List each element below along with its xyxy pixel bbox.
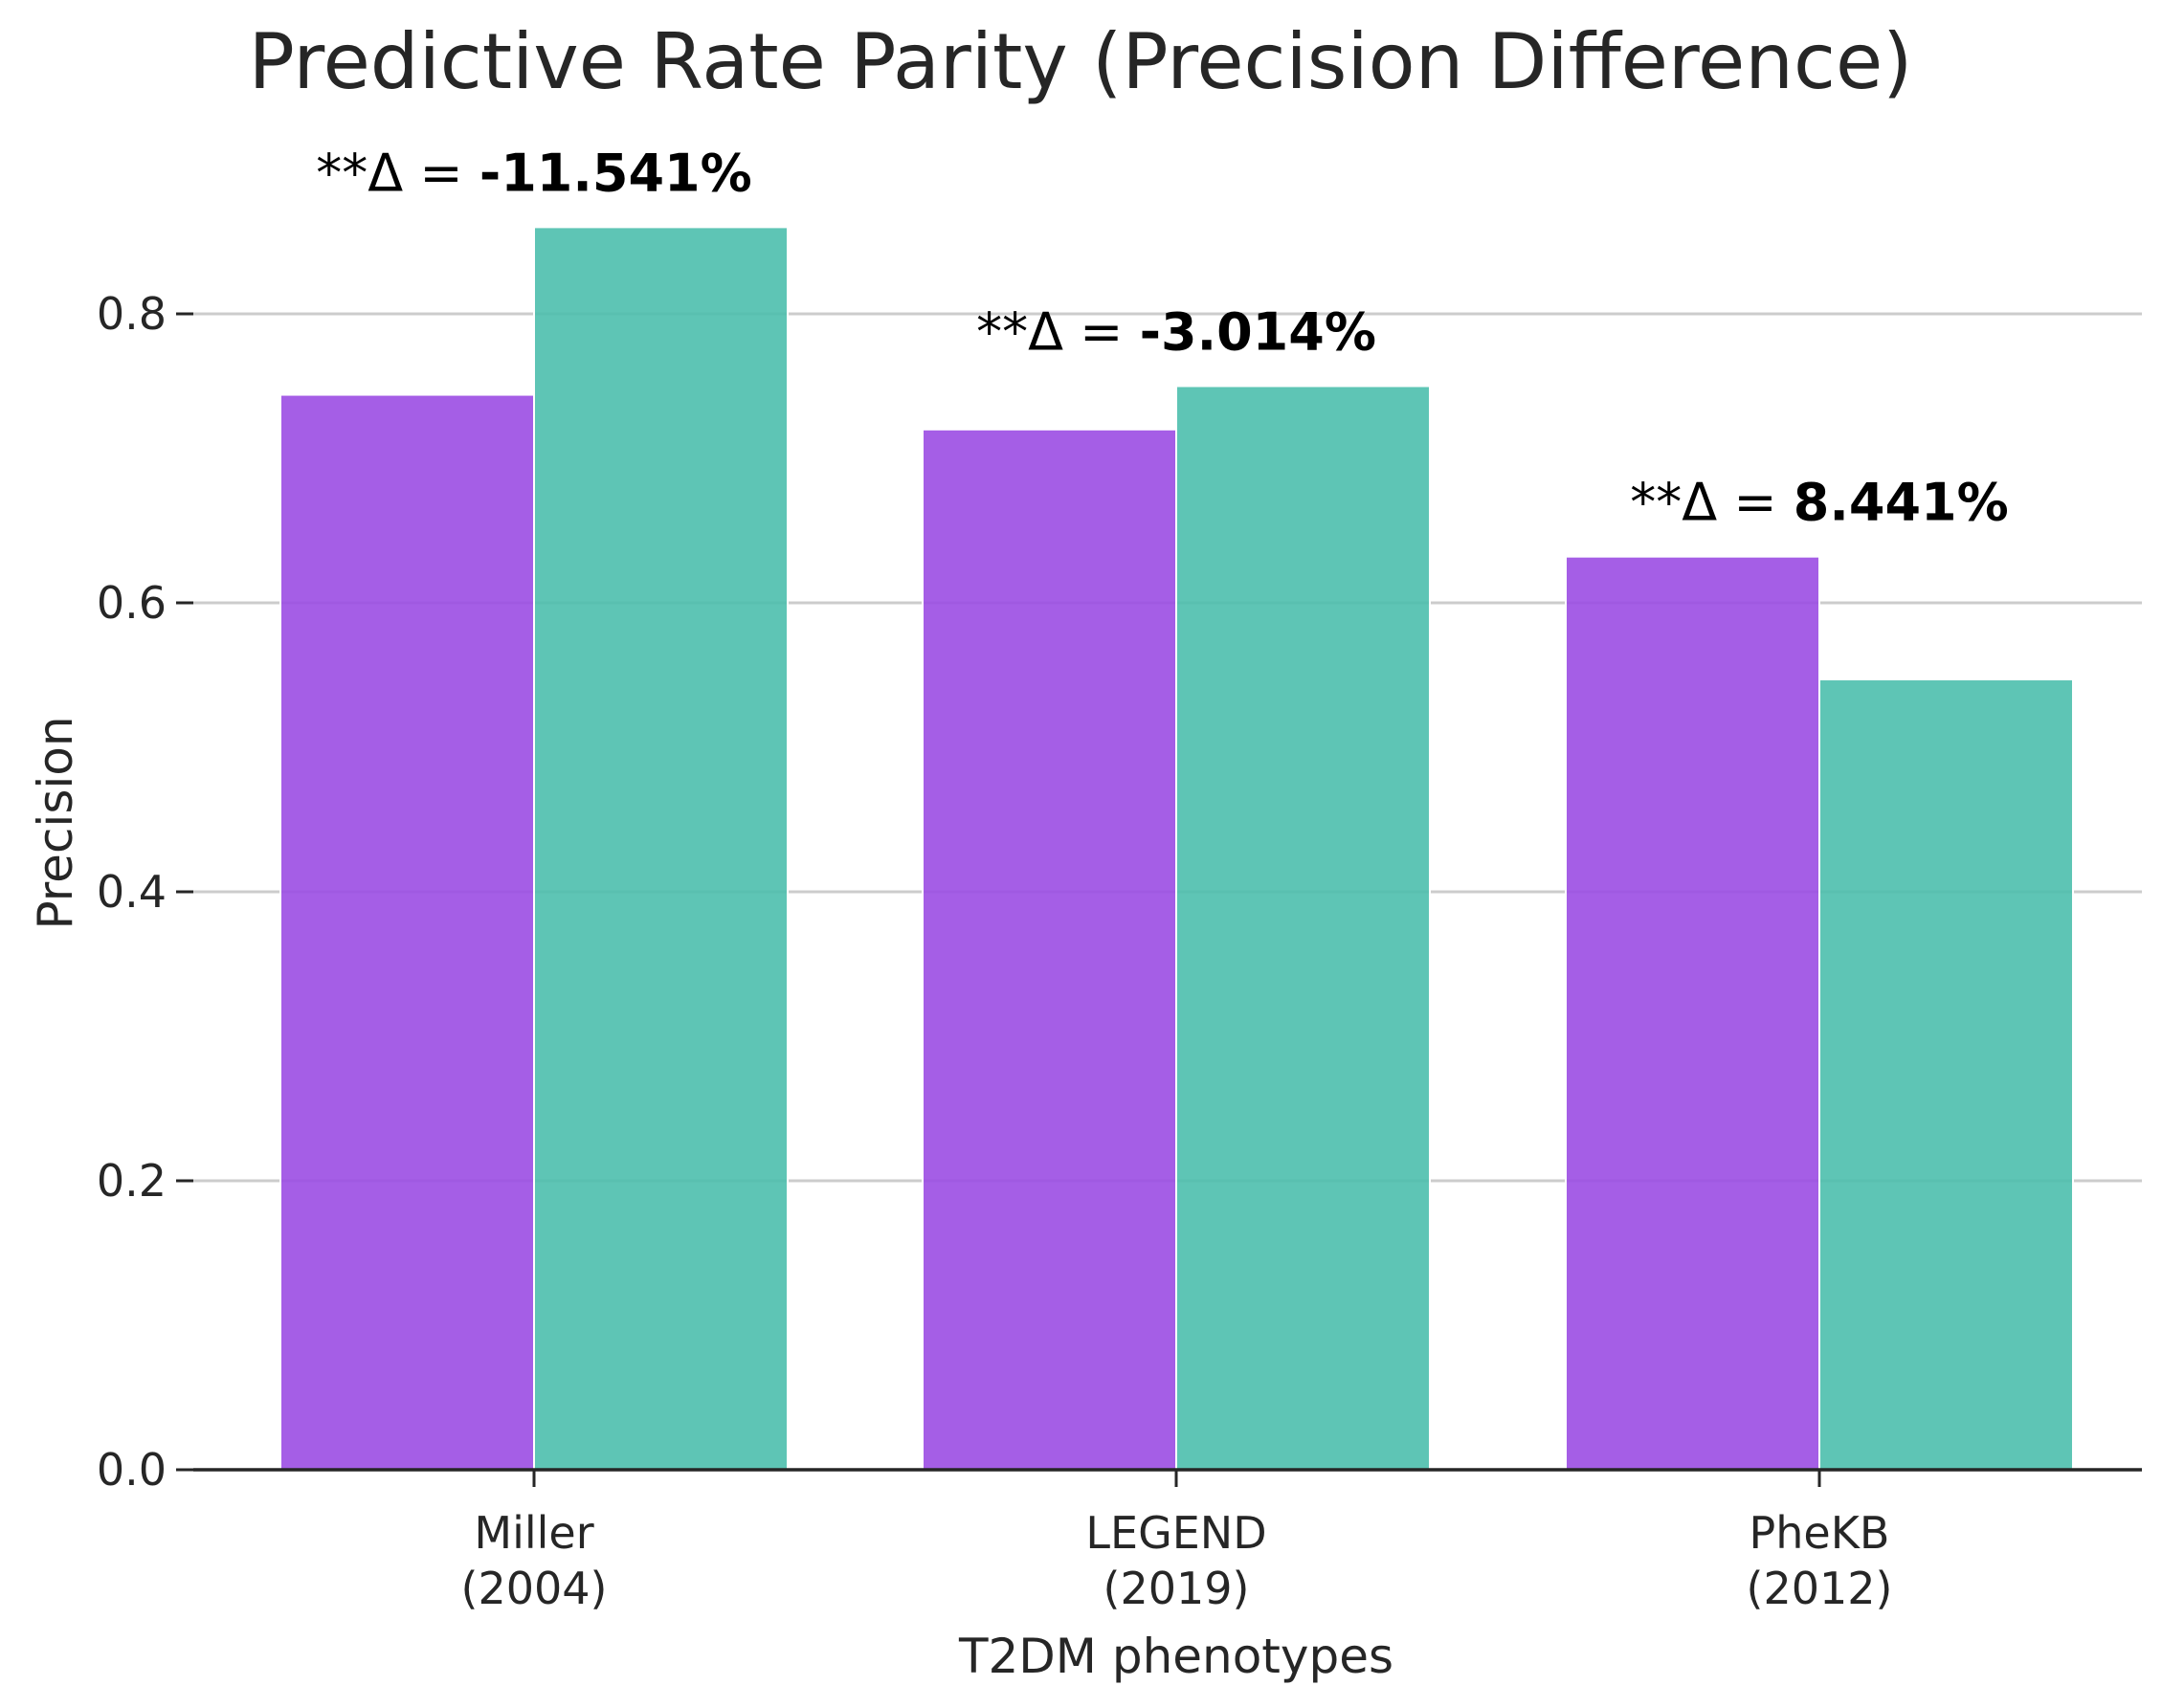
bar-series-2-2 (1818, 678, 2074, 1471)
axes: 0.0 0.2 0.4 0.6 0.8 Miller(2004) LEGEND(2019) P… (97, 288, 2142, 1614)
bar-series-1-0 (279, 393, 535, 1471)
delta-annotation: **Δ = -11.541% (316, 143, 751, 203)
chart-title: Predictive Rate Parity (Precision Differ… (249, 17, 1913, 106)
bar-series-2-0 (533, 226, 789, 1471)
delta-value: -11.541% (479, 143, 752, 203)
delta-annotation: **Δ = 8.441% (1630, 473, 2008, 533)
x-tick-label: PheKB (1750, 1507, 1890, 1559)
bar-series-1-2 (1565, 555, 1820, 1471)
delta-annotations: **Δ = -11.541%**Δ = -3.014%**Δ = 8.441% (316, 143, 2008, 532)
bar-series-1-1 (922, 428, 1177, 1471)
y-tick-label: 0.0 (97, 1444, 167, 1496)
x-tick-label: (2019) (1103, 1563, 1250, 1614)
delta-prefix: **Δ = (316, 143, 479, 203)
x-axis-label: T2DM phenotypes (958, 1629, 1393, 1684)
y-tick-label: 0.6 (97, 577, 167, 629)
delta-value: -3.014% (1140, 302, 1376, 363)
y-tick-label: 0.2 (97, 1155, 167, 1207)
x-tick-label: (2004) (461, 1563, 608, 1614)
delta-prefix: **Δ = (976, 302, 1140, 363)
x-tick-label: (2012) (1747, 1563, 1893, 1614)
delta-prefix: **Δ = (1630, 473, 1794, 533)
y-tick-label: 0.4 (97, 866, 167, 918)
x-tick-label: LEGEND (1085, 1507, 1266, 1559)
y-axis-label: Precision (28, 716, 83, 929)
delta-value: 8.441% (1794, 473, 2009, 533)
delta-annotation: **Δ = -3.014% (976, 302, 1376, 363)
y-tick-label: 0.8 (97, 288, 167, 340)
bar-series-2-1 (1175, 385, 1431, 1471)
x-tick-label: Miller (474, 1507, 593, 1559)
bars (279, 226, 2074, 1471)
